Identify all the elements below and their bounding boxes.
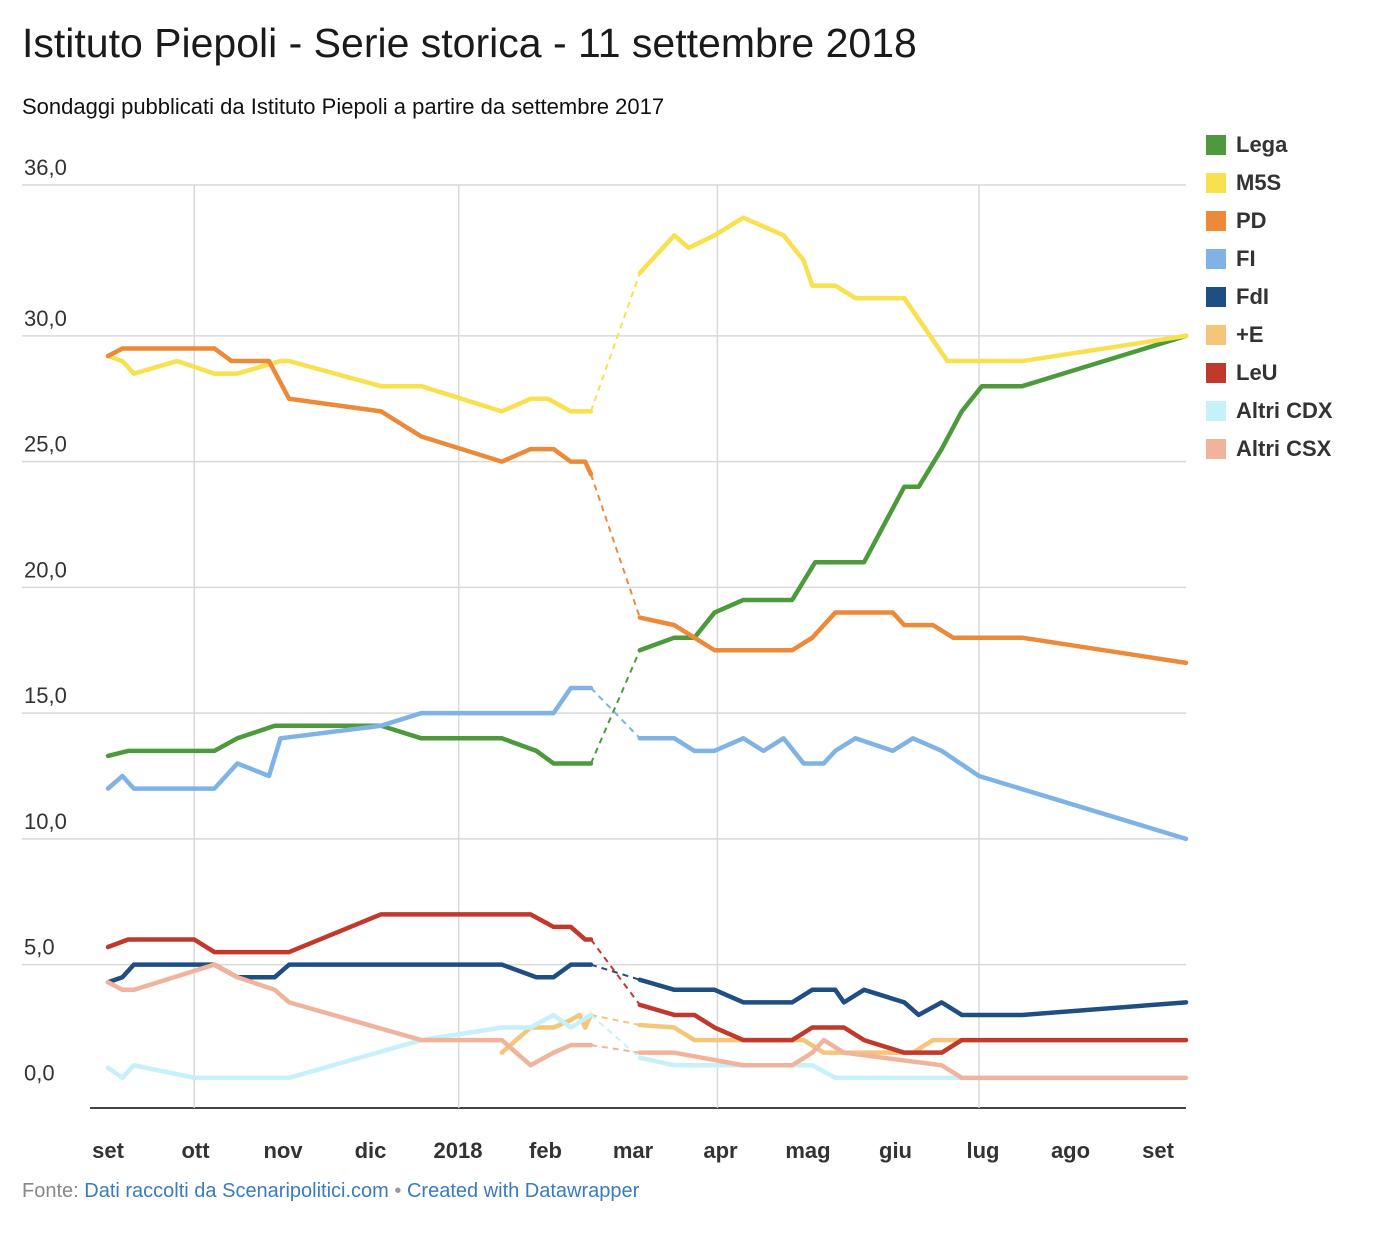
legend-item: M5S bbox=[1206, 164, 1333, 202]
legend-label: FdI bbox=[1236, 284, 1269, 309]
source-link[interactable]: Dati raccolti da Scenaripolitici.com bbox=[84, 1180, 389, 1202]
legend-label: LeU bbox=[1236, 360, 1278, 385]
legend-swatch bbox=[1206, 325, 1226, 345]
legend-swatch bbox=[1206, 173, 1226, 193]
legend-item: +E bbox=[1206, 316, 1333, 354]
series-gap-segment bbox=[590, 687, 641, 739]
y-axis-ticks: 36,0 30,0 25,0 20,0 15,0 10,0 5,0 0,0 bbox=[24, 155, 67, 1085]
legend-label: Altri CSX bbox=[1236, 436, 1332, 461]
chart-title: Istituto Piepoli - Serie storica - 11 se… bbox=[22, 20, 917, 66]
series-line bbox=[637, 1037, 1189, 1081]
series-gap-segment bbox=[589, 473, 641, 618]
legend-item: Altri CSX bbox=[1206, 430, 1333, 468]
legend-item: Altri CDX bbox=[1206, 392, 1333, 430]
gridlines bbox=[22, 184, 1186, 1109]
legend-swatch bbox=[1206, 287, 1226, 307]
legend-label: Lega bbox=[1236, 132, 1288, 157]
x-tick-label: mar bbox=[613, 1138, 654, 1163]
footer: Fonte: Dati raccolti da Scenaripolitici.… bbox=[22, 1180, 639, 1203]
x-tick-label: ago bbox=[1051, 1138, 1090, 1163]
series-m5s bbox=[105, 215, 1189, 414]
legend-item: LeU bbox=[1206, 354, 1333, 392]
series-line bbox=[637, 1002, 1189, 1055]
y-tick-label: 5,0 bbox=[24, 935, 55, 960]
series-line bbox=[637, 736, 1189, 842]
legend-label: M5S bbox=[1236, 170, 1282, 195]
legend: Lega M5S PD FI FdI +E LeU Altri CDX Altri CSX bbox=[1206, 126, 1333, 468]
x-tick-label: giu bbox=[879, 1138, 912, 1163]
series-line bbox=[637, 215, 1189, 364]
x-tick-label: apr bbox=[703, 1138, 738, 1163]
legend-swatch bbox=[1206, 211, 1226, 231]
x-tick-label: set bbox=[1142, 1138, 1174, 1163]
series-line bbox=[637, 1022, 965, 1055]
x-tick-label: lug bbox=[967, 1138, 1000, 1163]
legend-label: FI bbox=[1236, 246, 1256, 271]
series-pd bbox=[105, 346, 1189, 666]
legend-swatch bbox=[1206, 363, 1226, 383]
y-tick-label: 20,0 bbox=[24, 557, 67, 582]
series-line bbox=[105, 962, 594, 1068]
legend-item: FI bbox=[1206, 240, 1333, 278]
series-gap-segment bbox=[590, 1044, 640, 1054]
legend-label: +E bbox=[1236, 322, 1264, 347]
legend-label: PD bbox=[1236, 208, 1267, 233]
x-tick-label: dic bbox=[355, 1138, 387, 1163]
legend-item: FdI bbox=[1206, 278, 1333, 316]
legend-item: PD bbox=[1206, 202, 1333, 240]
series-gap-segment bbox=[590, 1014, 641, 1059]
x-tick-label: feb bbox=[529, 1138, 562, 1163]
series-altri-csx bbox=[105, 962, 1189, 1081]
x-tick-label: mag bbox=[785, 1138, 830, 1163]
legend-swatch bbox=[1206, 249, 1226, 269]
y-tick-label: 0,0 bbox=[24, 1060, 55, 1085]
x-tick-label: 2018 bbox=[434, 1138, 483, 1163]
footer-prefix: Fonte: bbox=[22, 1180, 79, 1202]
series-line bbox=[105, 962, 594, 985]
legend-swatch bbox=[1206, 135, 1226, 155]
series-line bbox=[105, 685, 594, 791]
legend-item: Lega bbox=[1206, 126, 1333, 164]
series-line bbox=[105, 346, 594, 477]
series-line bbox=[637, 1055, 965, 1081]
series-lega bbox=[105, 333, 1189, 766]
x-tick-label: nov bbox=[263, 1138, 303, 1163]
series-gap-segment bbox=[590, 938, 641, 1006]
legend-swatch bbox=[1206, 439, 1226, 459]
series-line bbox=[105, 353, 594, 414]
series-lines bbox=[105, 215, 1189, 1081]
series-gap-segment bbox=[590, 649, 641, 764]
series-line bbox=[105, 912, 594, 955]
y-tick-label: 30,0 bbox=[24, 306, 67, 331]
chart-subtitle: Sondaggi pubblicati da Istituto Piepoli … bbox=[22, 94, 665, 119]
datawrapper-credit-link[interactable]: Created with Datawrapper bbox=[406, 1180, 640, 1202]
series-line bbox=[637, 977, 1189, 1018]
x-axis-ticks: set ott nov dic 2018 feb mar apr mag giu lug ago set bbox=[92, 1138, 1174, 1163]
y-tick-label: 36,0 bbox=[24, 155, 67, 180]
series-fi bbox=[105, 685, 1189, 842]
series-gap-segment bbox=[590, 272, 641, 412]
series-line bbox=[105, 1012, 594, 1081]
series-leu bbox=[105, 912, 1189, 1055]
series-fdi bbox=[105, 962, 1189, 1018]
legend-swatch bbox=[1206, 401, 1226, 421]
x-tick-label: set bbox=[92, 1138, 124, 1163]
series-line bbox=[637, 333, 1189, 653]
y-tick-label: 10,0 bbox=[24, 809, 67, 834]
series-line bbox=[637, 610, 1189, 666]
legend-label: Altri CDX bbox=[1236, 398, 1333, 423]
footer-separator: • bbox=[394, 1180, 402, 1202]
series-gap-segment bbox=[590, 963, 641, 981]
y-tick-label: 15,0 bbox=[24, 683, 67, 708]
series-gap-segment bbox=[590, 1013, 641, 1026]
x-tick-label: ott bbox=[181, 1138, 210, 1163]
y-tick-label: 25,0 bbox=[24, 432, 67, 457]
